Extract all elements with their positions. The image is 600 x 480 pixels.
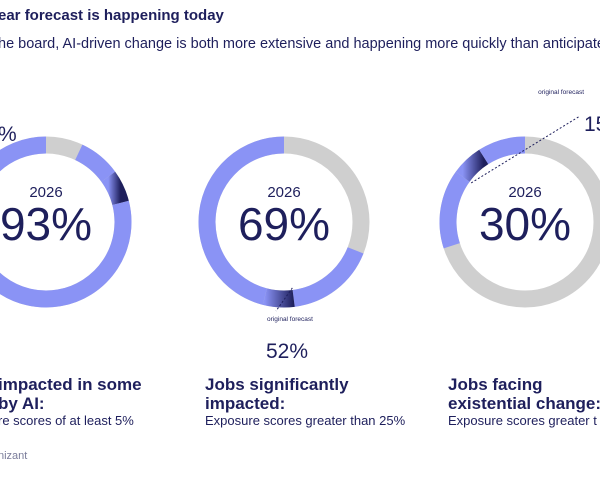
- donut-forecast-remaining: [198, 136, 285, 305]
- card-3-title-line2: existential change:: [448, 394, 600, 413]
- donut-forecast-segment: [262, 288, 295, 308]
- donut-value-label: 93%: [0, 198, 92, 250]
- donut-year-label: 2026: [29, 184, 62, 201]
- forecast-caption: original forecast: [267, 316, 313, 323]
- page-subtitle: he board, AI-driven change is both more …: [0, 36, 600, 52]
- footer-brand: nizant: [0, 450, 28, 462]
- forecast-marker-line: [275, 287, 293, 312]
- forecast-caption: original forecast: [538, 89, 584, 96]
- forecast-value-label: 52%: [266, 340, 308, 363]
- forecast-value-label: 15%: [584, 113, 600, 136]
- card-1-title: impacted in some: [0, 375, 142, 394]
- card-2-subtitle: Exposure scores greater than 25%: [205, 413, 406, 428]
- card-3-title: Jobs facing: [448, 375, 543, 394]
- donut-actual-segment: [439, 171, 470, 249]
- donut-year-label: 2026: [508, 184, 541, 201]
- donut-actual-segment: [292, 246, 364, 307]
- donut-forecast-segment: [455, 149, 489, 183]
- donut-value-label: 69%: [238, 198, 330, 250]
- donut-actual-segment: [74, 144, 116, 182]
- card-2-title-line2: impacted:: [205, 394, 286, 413]
- card-3-subtitle: Exposure scores greater t: [448, 413, 597, 428]
- forecast-marker-line: [470, 115, 581, 184]
- donut-year-label: 2026: [267, 184, 300, 201]
- page-title: ear forecast is happening today: [0, 7, 224, 24]
- donut-value-label: 30%: [479, 198, 571, 250]
- donut-forecast-remaining: [479, 136, 526, 165]
- card-1-subtitle: re scores of at least 5%: [0, 413, 134, 428]
- donut-forecast-segment: [101, 171, 129, 206]
- forecast-value-label: %: [0, 123, 17, 146]
- card-1-title-line2: by AI:: [0, 394, 45, 413]
- card-2-title: Jobs significantly: [205, 375, 349, 394]
- donut-forecast-remaining: [0, 136, 132, 308]
